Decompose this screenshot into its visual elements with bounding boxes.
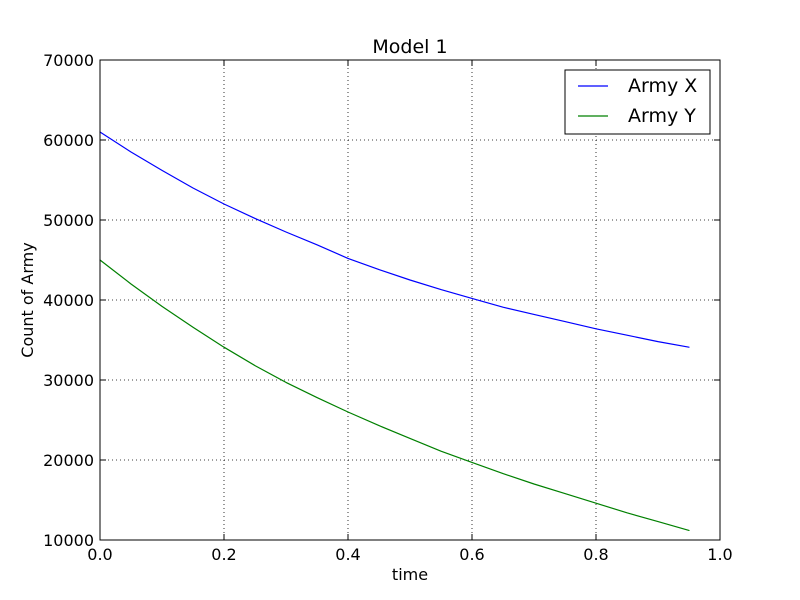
x-tick-label: 0.2: [211, 545, 236, 564]
y-tick-label: 70000: [43, 51, 94, 70]
x-tick-label: 0.8: [583, 545, 608, 564]
x-tick-label: 0.0: [87, 545, 112, 564]
y-tick-label: 10000: [43, 531, 94, 550]
series-layer: [99, 131, 690, 532]
legend: Army X Army Y: [564, 69, 711, 135]
chart-title: Model 1: [372, 36, 447, 58]
legend-label-army-y: Army Y: [628, 105, 696, 127]
y-tick-label: 40000: [43, 291, 94, 310]
x-tick-label: 0.4: [335, 545, 360, 564]
y-tick-label: 60000: [43, 131, 94, 150]
series-line-army-y: [99, 259, 690, 532]
x-axis-label: time: [392, 565, 428, 584]
legend-label-army-x: Army X: [628, 75, 697, 97]
tick-layer: 0.0 0.2 0.4 0.6 0.8 1.0 10000 20000 30000 40000 50…: [43, 51, 733, 564]
y-tick-label: 20000: [43, 451, 94, 470]
legend-box: [564, 69, 711, 135]
y-tick-label: 30000: [43, 371, 94, 390]
series-line-army-x: [99, 131, 690, 348]
y-tick-label: 50000: [43, 211, 94, 230]
x-tick-label: 0.6: [459, 545, 484, 564]
y-axis-label: Count of Army: [18, 242, 37, 357]
x-tick-label: 1.0: [707, 545, 732, 564]
